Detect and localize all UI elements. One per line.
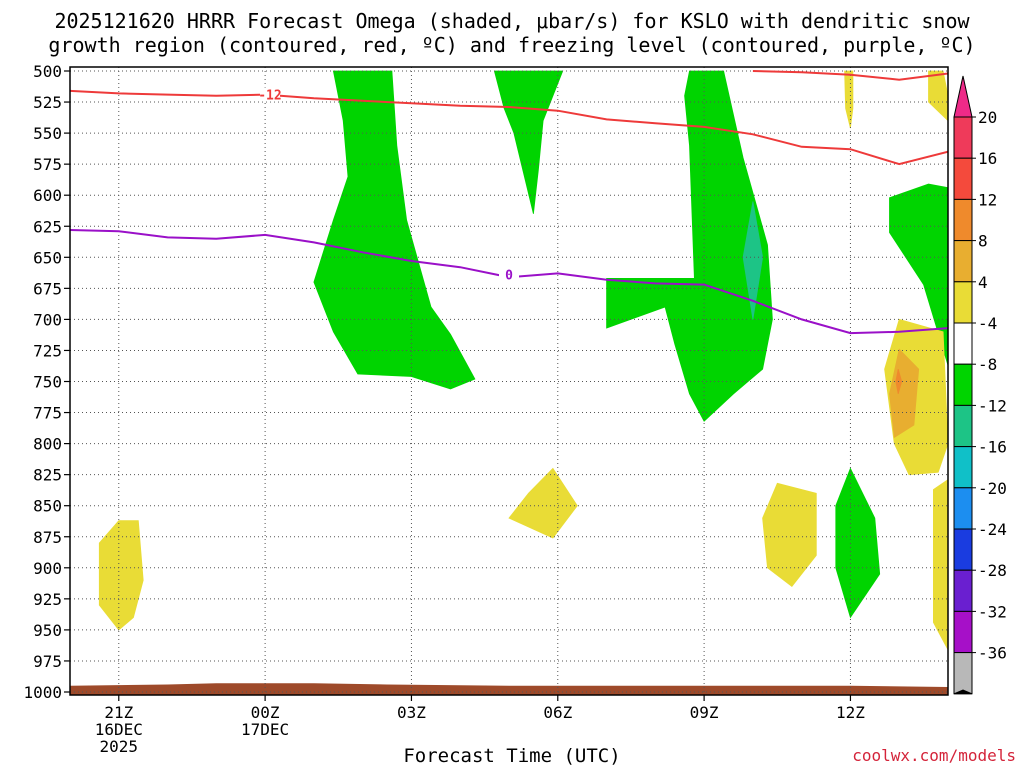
omega-region-4 bbox=[889, 183, 948, 366]
y-tick-label-500: 500 bbox=[33, 62, 62, 81]
colorbar-segment-5 bbox=[953, 322, 973, 365]
terrain-fill bbox=[70, 683, 948, 695]
freezing-contour-label-bg bbox=[499, 267, 519, 282]
y-tick-label-750: 750 bbox=[33, 373, 62, 392]
colorbar-label-0: 20 bbox=[978, 108, 997, 127]
y-tick-label-900: 900 bbox=[33, 559, 62, 578]
plot-area bbox=[70, 67, 948, 695]
x-tick-label-03Z-0: 03Z bbox=[397, 703, 426, 722]
x-tick-label-21Z-0: 21Z bbox=[104, 703, 133, 722]
y-tick-label-1000: 1000 bbox=[23, 683, 62, 702]
x-tick-label-06Z-0: 06Z bbox=[543, 703, 572, 722]
colorbar-segment-7 bbox=[953, 404, 973, 448]
colorbar-bottom-arrow bbox=[953, 689, 973, 695]
x-tick-label-12Z-0: 12Z bbox=[836, 703, 865, 722]
x-tick-label-21Z-1: 16DEC bbox=[95, 720, 143, 739]
y-tick-label-775: 775 bbox=[33, 404, 62, 423]
terrain-layer bbox=[70, 683, 948, 695]
y-tick-label-625: 625 bbox=[33, 217, 62, 236]
y-tick-label-700: 700 bbox=[33, 310, 62, 329]
contour-lines: -12 0 bbox=[70, 70, 948, 335]
y-tick-label-525: 525 bbox=[33, 93, 62, 112]
y-tick-label-550: 550 bbox=[33, 124, 62, 143]
colorbar-label-9: -20 bbox=[978, 479, 1007, 498]
omega-region-10 bbox=[889, 348, 920, 439]
y-tick-label-725: 725 bbox=[33, 341, 62, 360]
omega-region-2 bbox=[606, 70, 773, 422]
colorbar-segment-12 bbox=[953, 610, 973, 654]
plot-background bbox=[70, 67, 948, 695]
colorbar-segment-13 bbox=[953, 652, 973, 695]
colorbar-segment-0 bbox=[953, 116, 973, 159]
colorbar-label-4: 4 bbox=[978, 273, 988, 292]
colorbar-segment-4 bbox=[953, 281, 973, 324]
colorbar-label-12: -32 bbox=[978, 602, 1007, 621]
y-tick-label-875: 875 bbox=[33, 528, 62, 547]
colorbar-label-11: -28 bbox=[978, 561, 1007, 580]
y-tick-label-675: 675 bbox=[33, 279, 62, 298]
colorbar-segment-3 bbox=[953, 240, 973, 283]
y-tick-label-800: 800 bbox=[33, 435, 62, 454]
colorbar-label-10: -24 bbox=[978, 520, 1007, 539]
omega-region-0 bbox=[313, 70, 476, 390]
omega-region-8 bbox=[762, 482, 817, 587]
site-credit: coolwx.com/models bbox=[852, 746, 1016, 765]
omega-region-6 bbox=[98, 520, 144, 631]
colorbar-label-3: 8 bbox=[978, 232, 988, 251]
grid-lines bbox=[70, 67, 948, 695]
colorbar-label-7: -12 bbox=[978, 396, 1007, 415]
freezing-contour-label: 0 bbox=[505, 269, 513, 284]
omega-region-14 bbox=[933, 479, 948, 650]
y-tick-label-975: 975 bbox=[33, 652, 62, 671]
colorbar-label-2: 12 bbox=[978, 190, 997, 209]
y-axis: 500 525 550 575 600 625 650 675 700 725 750 775 800 8… bbox=[23, 62, 70, 702]
colorbar-label-6: -8 bbox=[978, 355, 997, 374]
omega-region-3 bbox=[742, 201, 764, 320]
colorbar-segment-6 bbox=[953, 363, 973, 406]
colorbar-label-1: 16 bbox=[978, 149, 997, 168]
y-tick-label-850: 850 bbox=[33, 497, 62, 516]
colorbar-segment-9 bbox=[953, 487, 973, 530]
colorbar-segment-8 bbox=[953, 446, 973, 489]
colorbar-segment-10 bbox=[953, 528, 973, 571]
y-tick-label-650: 650 bbox=[33, 248, 62, 267]
dgz-contour-label-bg bbox=[259, 87, 280, 102]
colorbar-segment-11 bbox=[953, 569, 973, 612]
omega-region-7 bbox=[508, 467, 578, 539]
y-tick-label-600: 600 bbox=[33, 186, 62, 205]
x-tick-label-21Z-2: 2025 bbox=[100, 737, 139, 756]
colorbar-label-8: -16 bbox=[978, 438, 1007, 457]
dgz-contour-label: -12 bbox=[258, 89, 281, 104]
y-tick-label-925: 925 bbox=[33, 590, 62, 609]
colorbar-segment-2 bbox=[953, 198, 973, 242]
x-axis-label: Forecast Time (UTC) bbox=[403, 745, 621, 767]
y-tick-label-950: 950 bbox=[33, 621, 62, 640]
x-tick-label-00Z-1: 17DEC bbox=[241, 720, 289, 739]
colorbar-label-13: -36 bbox=[978, 644, 1007, 663]
chart-title-line-1: 2025121620 HRRR Forecast Omega (shaded, … bbox=[54, 9, 970, 33]
omega-shading bbox=[98, 70, 948, 650]
y-tick-label-825: 825 bbox=[33, 466, 62, 485]
chart-title-line-2: growth region (contoured, red, ºC) and f… bbox=[48, 33, 976, 57]
x-tick-label-00Z-0: 00Z bbox=[251, 703, 280, 722]
colorbar-segment-1 bbox=[953, 157, 973, 200]
omega-region-13 bbox=[928, 70, 948, 122]
dgz-contour-lower bbox=[70, 89, 948, 166]
colorbar-top-arrow bbox=[953, 75, 973, 118]
y-tick-label-575: 575 bbox=[33, 155, 62, 174]
dgz-contour-upper bbox=[752, 70, 948, 81]
x-tick-label-09Z-0: 09Z bbox=[690, 703, 719, 722]
colorbar-label-5: -4 bbox=[978, 314, 997, 333]
omega-region-12 bbox=[844, 70, 854, 129]
colorbar: 20 16 12 8 4 -4 -8 -12 -16 -20 -24 -28 -32 -36 bbox=[953, 75, 1007, 695]
